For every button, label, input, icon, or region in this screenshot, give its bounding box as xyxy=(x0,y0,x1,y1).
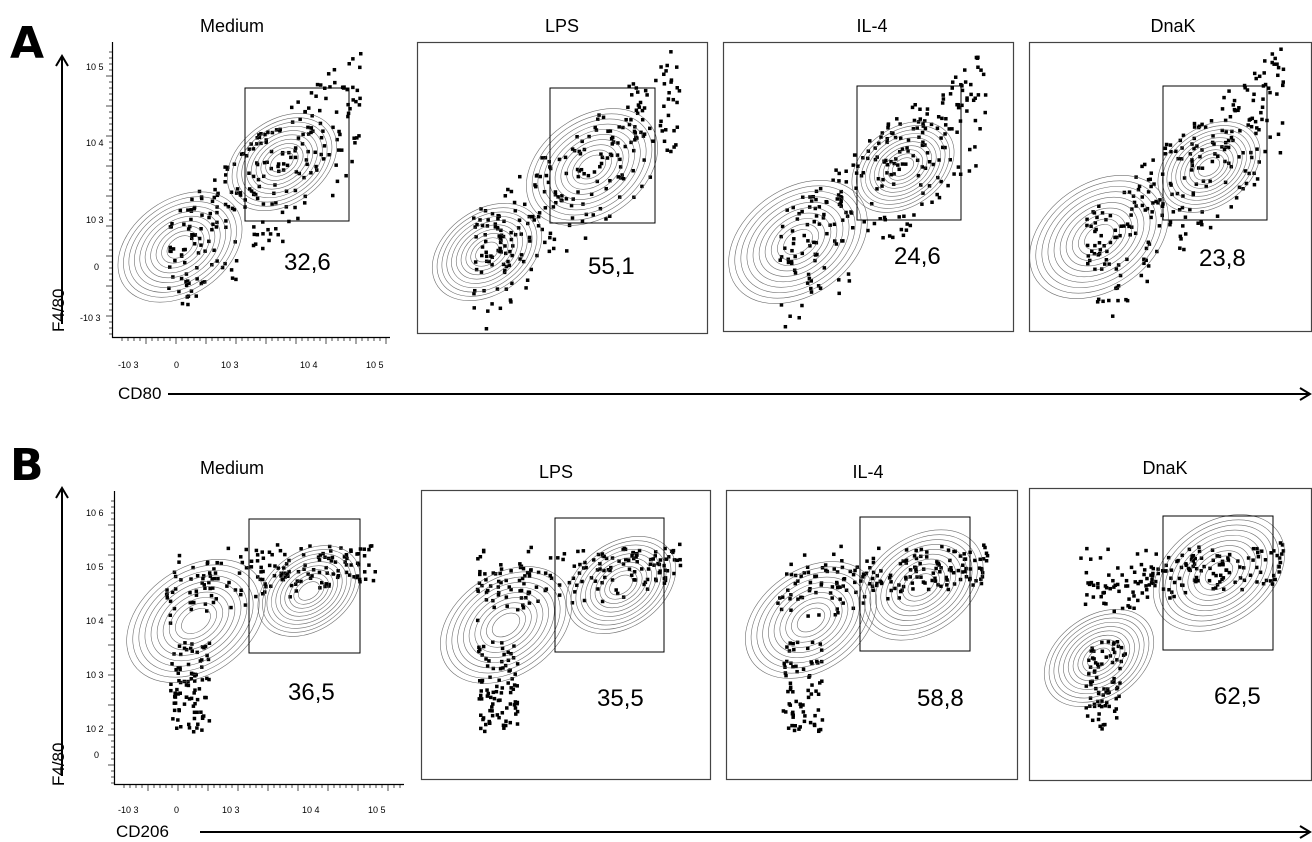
panel-title-a-medium: Medium xyxy=(199,16,265,36)
y-tick-b-1: 10 5 xyxy=(86,562,104,572)
y-tick-b-4: 10 2 xyxy=(86,724,104,734)
y-tick-b-3: 10 3 xyxy=(86,670,104,680)
gate-value-a-il4: 24,6 xyxy=(894,243,941,270)
gate-value-b-il4: 58,8 xyxy=(917,685,964,712)
panel-title-a-il4: IL-4 xyxy=(856,16,888,36)
gate-value-a-lps: 55,1 xyxy=(588,253,635,280)
panel-title-a-lps: LPS xyxy=(544,16,580,36)
x-tick-a-2: 10 3 xyxy=(221,360,239,370)
y-axis-label-a: F4/80 xyxy=(49,288,68,332)
x-tick-b-0: -10 3 xyxy=(118,805,139,815)
gate-value-b-lps: 35,5 xyxy=(597,685,644,712)
plot-b-dnak xyxy=(1028,487,1312,782)
x-tick-a-3: 10 4 xyxy=(300,360,318,370)
x-axis-arrow-b xyxy=(200,825,1312,839)
x-tick-b-2: 10 3 xyxy=(222,805,240,815)
panel-title-b-dnak: DnaK xyxy=(1142,458,1188,478)
y-tick-b-5: 0 xyxy=(94,750,100,760)
x-tick-a-0: -10 3 xyxy=(118,360,139,370)
gate-value-b-medium: 36,5 xyxy=(288,679,335,706)
y-tick-a-0: 10 5 xyxy=(86,62,104,72)
panel-letter-b: B xyxy=(10,440,44,491)
x-tick-b-3: 10 4 xyxy=(302,805,320,815)
x-axis-label-a: CD80 xyxy=(118,384,162,403)
y-tick-b-2: 10 4 xyxy=(86,616,104,626)
y-tick-a-4: -10 3 xyxy=(80,313,101,323)
panel-title-b-lps: LPS xyxy=(538,462,574,482)
y-axis-arrow-a xyxy=(55,54,69,324)
plot-b-lps xyxy=(420,489,712,781)
x-tick-b-1: 0 xyxy=(174,805,180,815)
gate-value-a-dnak: 23,8 xyxy=(1199,245,1246,272)
y-axis-label-b: F4/80 xyxy=(49,742,68,786)
plot-a-lps xyxy=(416,41,709,335)
gate-value-a-medium: 32,6 xyxy=(284,249,331,276)
x-axis-label-b: CD206 xyxy=(116,822,169,841)
plot-b-medium xyxy=(108,491,404,791)
x-tick-b-4: 10 5 xyxy=(368,805,386,815)
plot-a-dnak xyxy=(1028,41,1312,333)
y-tick-a-3: 0 xyxy=(94,262,100,272)
panel-title-b-il4: IL-4 xyxy=(852,462,884,482)
panel-title-a-dnak: DnaK xyxy=(1150,16,1196,36)
x-axis-arrow-a xyxy=(168,387,1312,401)
panel-letter-a: A xyxy=(10,18,45,69)
x-tick-a-1: 0 xyxy=(174,360,180,370)
x-tick-a-4: 10 5 xyxy=(366,360,384,370)
y-tick-a-1: 10 4 xyxy=(86,138,104,148)
plot-a-medium xyxy=(106,42,390,344)
y-axis-arrow-b xyxy=(55,486,69,776)
gate-value-b-dnak: 62,5 xyxy=(1214,683,1261,710)
y-tick-b-0: 10 6 xyxy=(86,508,104,518)
panel-title-b-medium: Medium xyxy=(199,458,265,478)
y-tick-a-2: 10 3 xyxy=(86,215,104,225)
plot-b-il4 xyxy=(725,489,1019,781)
plot-a-il4 xyxy=(722,41,1015,333)
